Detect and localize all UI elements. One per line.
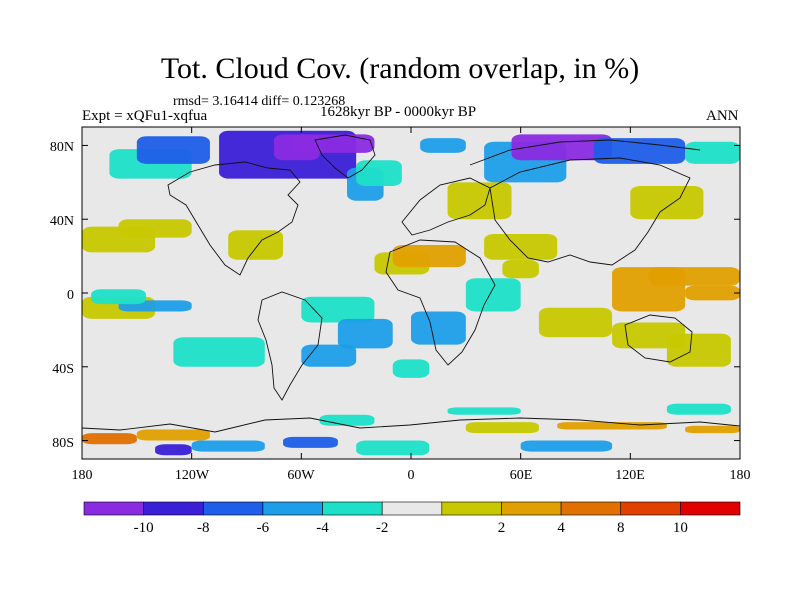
anomaly-patch (447, 407, 521, 415)
anomaly-patch (612, 322, 686, 349)
x-tick-label: 180 (729, 468, 751, 483)
anomaly-patch (392, 359, 430, 378)
anomaly-patch (173, 337, 265, 367)
colorbar-swatch (202, 501, 264, 516)
anomaly-patch (411, 311, 466, 345)
anomaly-patch (292, 134, 375, 153)
colorbar-label: -6 (256, 520, 270, 536)
x-tick-label: 120E (615, 468, 645, 483)
anomaly-patch (136, 429, 210, 441)
anomaly-patch (155, 444, 192, 456)
x-tick-label: 60W (287, 468, 315, 483)
y-tick-label: 40N (49, 214, 74, 229)
anomaly-patch (136, 136, 210, 164)
anomaly-patch (392, 245, 466, 268)
colorbar-swatch (381, 501, 443, 516)
anomaly-patch (228, 230, 284, 260)
y-tick-label: 80S (52, 436, 74, 451)
anomaly-patch (666, 333, 731, 367)
colorbar (83, 501, 741, 516)
anomaly-patch (191, 440, 265, 452)
colorbar-label: 8 (616, 520, 625, 536)
anomaly-patch (356, 440, 430, 456)
anomaly-patch (465, 278, 521, 312)
colorbar-swatch (143, 501, 204, 516)
colorbar-swatch (620, 501, 681, 516)
colorbar-label: -2 (375, 520, 389, 536)
anomaly-patch (447, 182, 512, 220)
chart-title: Tot. Cloud Cov. (random overlap, in %) (160, 52, 640, 85)
period-label: 1628kyr BP - 0000kyr BP (320, 104, 477, 120)
anomaly-patch (557, 422, 667, 430)
anomaly-patch (520, 440, 613, 452)
anomaly-patch (301, 344, 357, 367)
axis-ticks (81, 127, 741, 459)
y-tick-label: 40S (52, 362, 74, 377)
anomaly-patch (337, 318, 393, 349)
anomaly-patch (630, 186, 704, 220)
anomaly-field (82, 130, 740, 456)
anomaly-patch (82, 226, 156, 253)
anomaly-patch (319, 414, 375, 426)
anomaly-patch (685, 425, 740, 434)
coastlines (82, 134, 740, 433)
stats-label: rmsd= 3.16414 diff= 0.123268 (173, 94, 346, 109)
anomaly-patch (484, 233, 558, 260)
anomaly-patch (420, 138, 466, 153)
colorbar-swatch (83, 501, 144, 516)
anomaly-patch (593, 138, 686, 164)
anomaly-patch (502, 259, 539, 279)
anomaly-patch (538, 307, 613, 338)
anomaly-patch (91, 289, 146, 305)
season-label: ANN (706, 108, 739, 124)
colorbar-label: -4 (316, 520, 329, 536)
anomaly-patch (666, 403, 731, 415)
anomaly-patch (283, 436, 338, 448)
colorbar-label: 10 (672, 520, 688, 536)
x-tick-label: 180 (71, 468, 93, 483)
anomaly-patch (356, 160, 402, 187)
colorbar-label: 4 (557, 520, 565, 536)
anomaly-patch (82, 433, 137, 445)
colorbar-swatch (322, 501, 383, 516)
colorbar-swatch (441, 501, 502, 516)
anomaly-patch (465, 422, 539, 434)
colorbar-label: -10 (133, 520, 154, 536)
colorbar-swatch (680, 501, 741, 516)
anomaly-patch (685, 141, 740, 164)
experiment-label: Expt = xQFu1-xqfua (82, 108, 208, 124)
anomaly-patch (301, 296, 375, 323)
colorbar-swatch (262, 501, 323, 516)
x-tick-label: 120W (174, 468, 210, 483)
y-tick-label: 80N (49, 140, 74, 155)
colorbar-label: 2 (497, 520, 506, 536)
colorbar-label: -8 (197, 520, 210, 536)
colorbar-swatch (560, 501, 622, 516)
x-tick-label: 60E (509, 468, 533, 483)
colorbar-swatch (501, 501, 562, 516)
x-tick-label: 0 (407, 468, 415, 483)
anomaly-patch (648, 267, 740, 286)
y-tick-label: 0 (67, 288, 74, 303)
anomaly-patch (685, 285, 740, 301)
